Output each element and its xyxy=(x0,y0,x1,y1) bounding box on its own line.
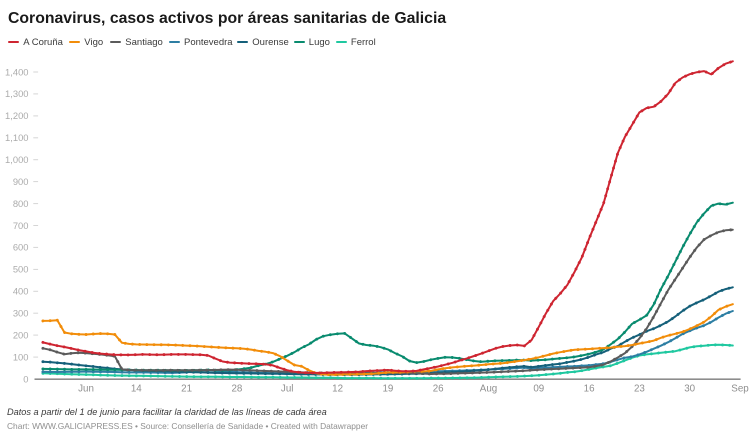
svg-text:16: 16 xyxy=(584,384,595,395)
svg-text:1,400: 1,400 xyxy=(5,66,28,77)
svg-text:14: 14 xyxy=(131,384,142,395)
svg-text:500: 500 xyxy=(13,264,29,275)
svg-text:Jul: Jul xyxy=(281,384,294,395)
svg-text:Sep: Sep xyxy=(731,384,749,395)
svg-text:09: 09 xyxy=(533,384,544,395)
svg-text:26: 26 xyxy=(433,384,444,395)
svg-text:1,300: 1,300 xyxy=(5,88,28,99)
svg-text:600: 600 xyxy=(13,242,29,253)
svg-text:19: 19 xyxy=(382,384,393,395)
svg-text:0: 0 xyxy=(23,373,28,384)
svg-text:1,100: 1,100 xyxy=(5,132,28,143)
svg-text:1,200: 1,200 xyxy=(5,110,28,121)
svg-text:23: 23 xyxy=(634,384,645,395)
svg-text:21: 21 xyxy=(181,384,192,395)
svg-text:700: 700 xyxy=(13,220,29,231)
svg-text:30: 30 xyxy=(684,384,695,395)
svg-text:28: 28 xyxy=(231,384,242,395)
svg-text:Jun: Jun xyxy=(78,384,94,395)
svg-text:400: 400 xyxy=(13,286,29,297)
svg-text:900: 900 xyxy=(13,176,29,187)
svg-text:1,000: 1,000 xyxy=(5,154,28,165)
svg-text:100: 100 xyxy=(13,351,29,362)
svg-text:800: 800 xyxy=(13,198,29,209)
svg-text:12: 12 xyxy=(332,384,343,395)
svg-text:300: 300 xyxy=(13,308,29,319)
svg-text:Aug: Aug xyxy=(480,384,497,395)
svg-text:200: 200 xyxy=(13,329,29,340)
